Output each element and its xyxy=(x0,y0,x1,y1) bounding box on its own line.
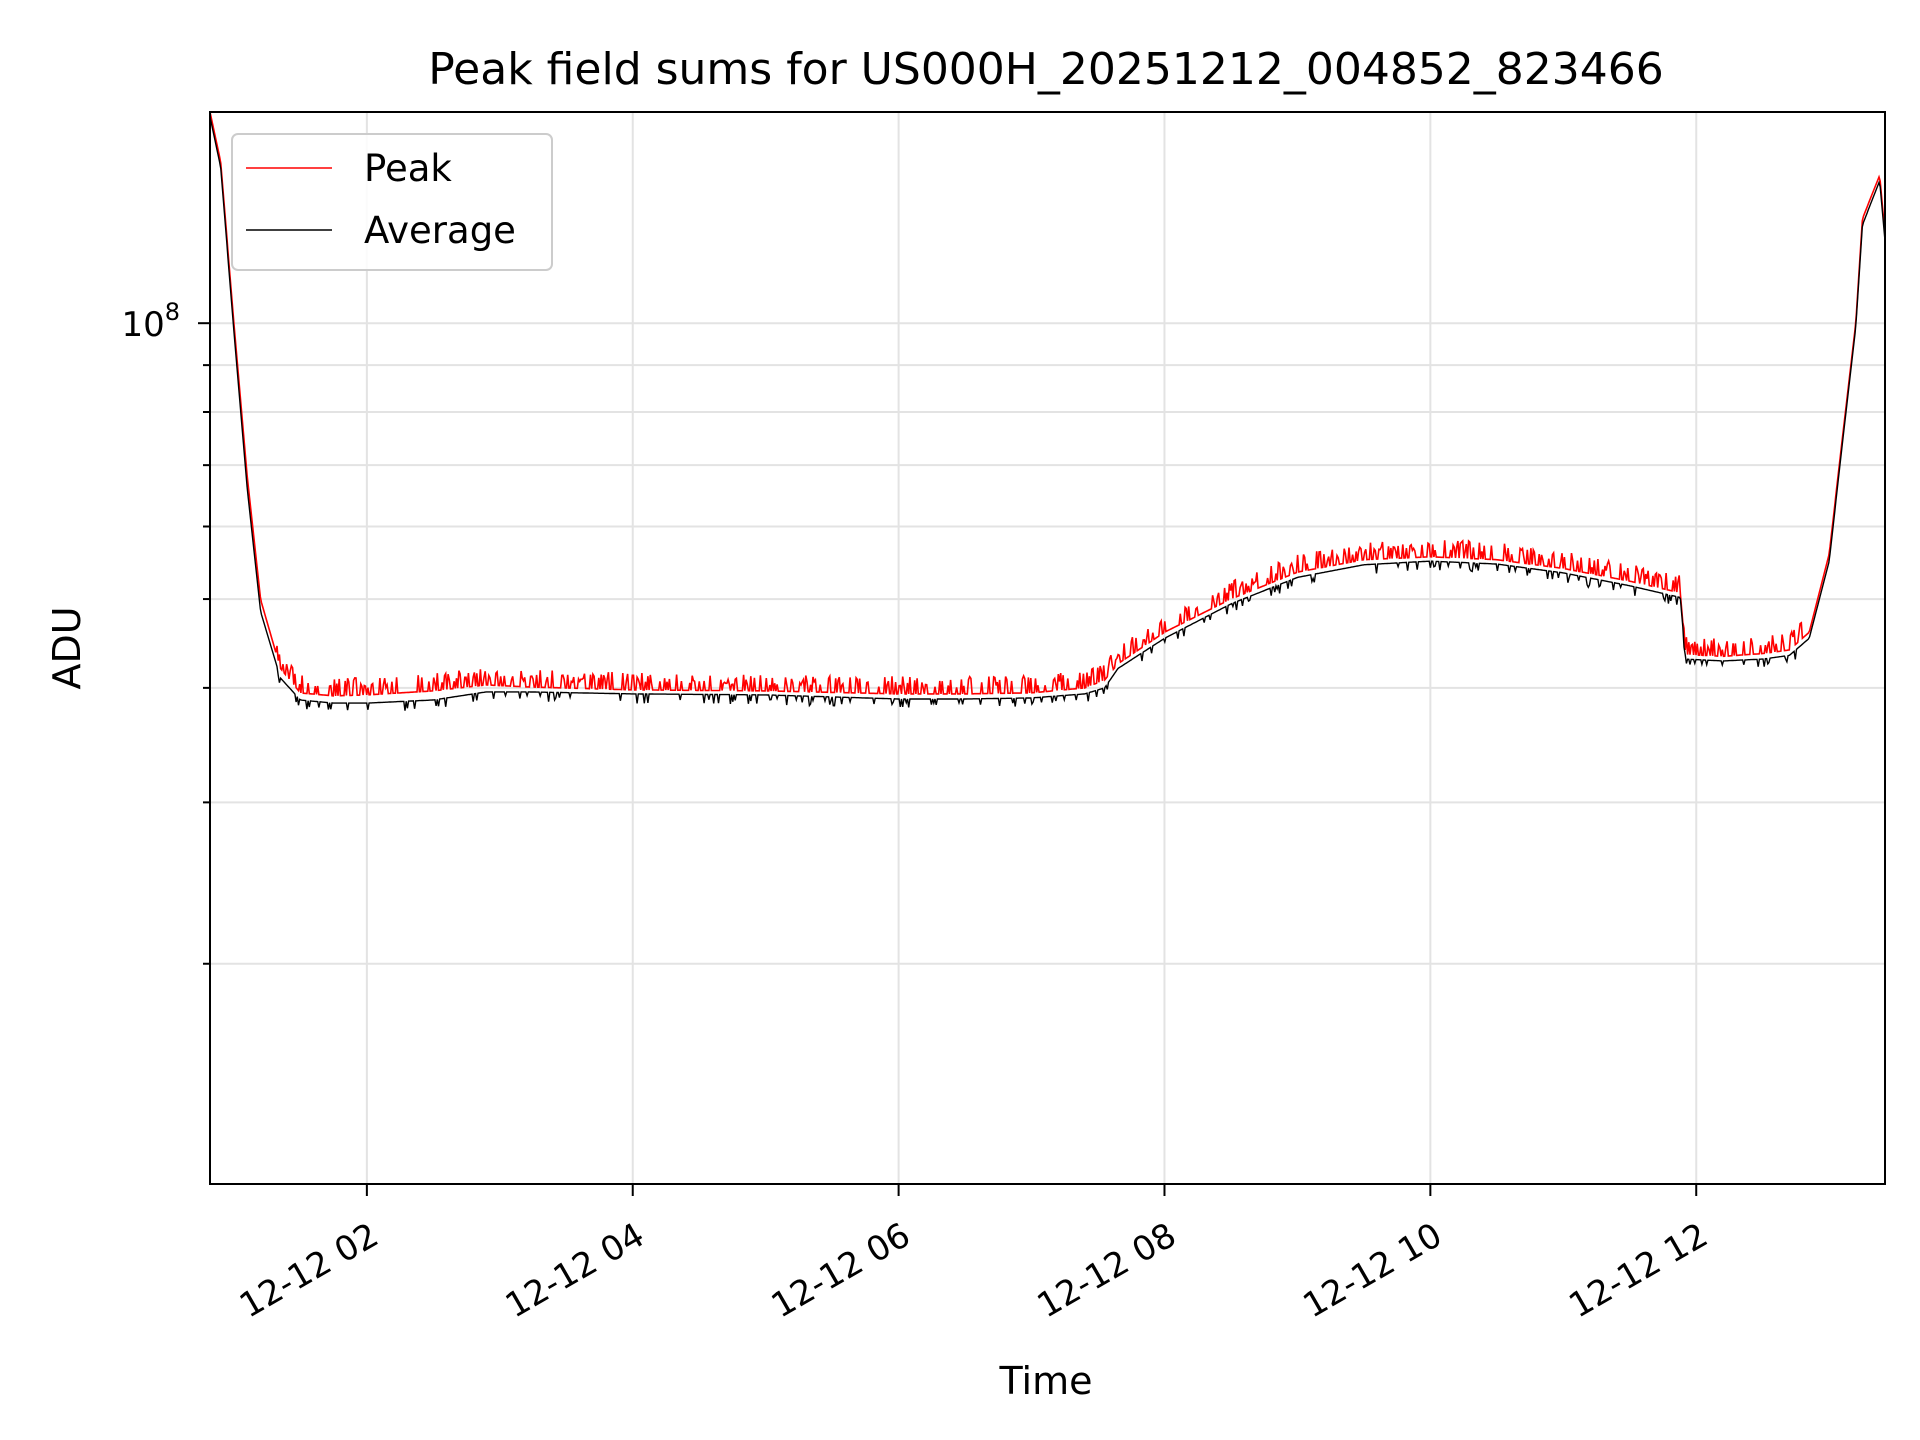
x-axis-label: Time xyxy=(999,1359,1093,1403)
plot-frame xyxy=(209,111,1886,1185)
y-tick-label: 108 xyxy=(121,298,180,345)
legend: Peak Average xyxy=(231,133,553,271)
legend-label-peak: Peak xyxy=(364,147,452,190)
series-layer xyxy=(209,111,1886,711)
series-line-peak xyxy=(209,111,1886,697)
series-line-average xyxy=(209,116,1886,711)
chart-title: Peak field sums for US000H_20251212_0048… xyxy=(428,44,1664,95)
y-tick-exponent: 8 xyxy=(165,298,180,326)
y-axis-label: ADU xyxy=(45,606,89,689)
legend-label-average: Average xyxy=(364,209,516,252)
y-tick-base: 10 xyxy=(121,305,164,345)
grid-lines xyxy=(210,112,1885,1184)
